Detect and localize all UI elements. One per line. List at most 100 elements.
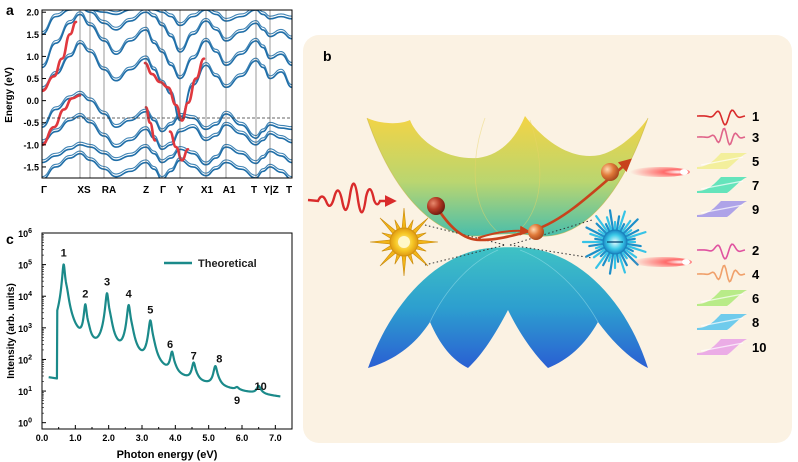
band-structure-x-ticks: Γ XS RA Z Γ Y X1 A1 T Y|Z T: [41, 185, 292, 196]
x-tick-label: Γ: [160, 185, 166, 196]
incident-laser-pulse: [307, 182, 397, 214]
blue-ray: [618, 249, 628, 267]
even-harmonic-legend: 2 4 6 8 10: [696, 243, 766, 355]
yellow-star-burst-icon: [369, 207, 439, 277]
harmonic-ribbon-sheen: [700, 180, 744, 190]
blue-ray: [620, 218, 639, 237]
band-line: [42, 10, 292, 50]
schematic-background: [303, 35, 792, 443]
y-tick-label: -1.0: [23, 140, 39, 150]
y-tick-label: 102: [18, 354, 32, 365]
legend-label: Theoretical: [198, 258, 257, 270]
band-line: [42, 90, 292, 137]
harmonic-wave: [696, 109, 746, 126]
harmonic-order-label: 2: [752, 243, 759, 258]
blue-ray: [608, 209, 615, 234]
peak-label: 3: [104, 277, 110, 289]
spectrum-x-axis-label: Photon energy (eV): [117, 449, 218, 461]
x-tick-label: 5.0: [202, 433, 215, 443]
electron-trajectory-arrow: [434, 158, 632, 242]
electron-ball-right: [601, 163, 619, 181]
harmonic-spectrum-panel: c Intensity (arb. units) Photon energy (…: [6, 228, 293, 461]
x-tick-label: A1: [223, 185, 236, 196]
highlighted-band-segment: [42, 94, 82, 147]
harmonic-ribbon-sheen: [700, 204, 744, 214]
peak-label: 6: [167, 339, 173, 351]
y-tick-label: -1.5: [23, 162, 39, 172]
y-tick-label: 0.5: [26, 74, 39, 84]
y-tick-label: 1.5: [26, 30, 39, 40]
highlighted-band-segment: [42, 20, 78, 93]
spectrum-y-ticks: 100 101 102 103 104 105 106: [18, 228, 46, 429]
harmonic-wave: [696, 243, 746, 260]
x-tick-label: 1.0: [69, 433, 82, 443]
band-structure-frame: [41, 9, 293, 179]
band-line: [44, 152, 290, 178]
spectrum-x-ticks: 0.0 1.0 2.0 3.0 4.0 5.0 6.0 7.0: [36, 425, 293, 443]
blue-ray: [622, 229, 640, 239]
peak-label: 4: [126, 289, 133, 301]
spectrum-legend: Theoretical: [164, 258, 257, 270]
blue-ray: [616, 210, 626, 234]
peak-label: 10: [255, 381, 267, 393]
x-tick-label: X1: [201, 185, 214, 196]
panel-a-label: a: [6, 2, 14, 18]
y-tick-label: 100: [18, 418, 32, 429]
band-line: [42, 93, 292, 140]
peak-label: 5: [147, 304, 153, 316]
blue-ray: [623, 231, 647, 241]
blue-ray: [595, 215, 611, 236]
y-tick-label: 106: [18, 228, 32, 239]
band-line: [42, 42, 292, 122]
harmonic-order-label: 3: [752, 130, 759, 145]
blue-ray: [621, 246, 638, 259]
blue-ray: [615, 215, 621, 234]
highlighted-bands: [42, 20, 206, 162]
blue-ray: [619, 219, 632, 236]
blue-ray: [589, 232, 607, 241]
blue-ray: [623, 242, 642, 248]
blue-ray: [605, 216, 614, 234]
blue-ray: [616, 250, 626, 274]
x-tick-label: T: [251, 185, 257, 196]
x-tick-label: Y|Z: [263, 185, 279, 196]
blue-ray: [588, 242, 607, 248]
band-line: [42, 150, 292, 178]
x-tick-label: 0.0: [36, 433, 49, 443]
band-line: [42, 115, 292, 151]
electron-intraband-arrow: [477, 225, 530, 239]
x-tick-label: 4.0: [169, 433, 182, 443]
x-tick-label: Z: [143, 185, 149, 196]
band-structure-y-axis-label: Energy (eV): [4, 67, 15, 123]
valence-band-surface: [368, 247, 648, 368]
band-line: [42, 13, 292, 80]
y-tick-label: 2.0: [26, 8, 39, 18]
x-tick-label: 6.0: [236, 433, 249, 443]
x-tick-label: 2.0: [102, 433, 115, 443]
y-tick-label: 105: [18, 260, 32, 271]
hhg-schematic-panel: b: [303, 35, 792, 443]
y-tick-label: 0.0: [26, 96, 39, 106]
highlighted-band-segment: [144, 105, 157, 142]
blue-ray: [585, 245, 608, 258]
spectrum-y-axis-label: Intensity (arb. units): [6, 283, 17, 379]
panel-b-label: b: [323, 48, 332, 64]
band-line: [42, 141, 292, 163]
high-symmetry-lines: [79, 10, 271, 178]
x-tick-label: XS: [77, 185, 91, 196]
peak-label: 9: [234, 395, 240, 407]
blue-ray: [608, 250, 615, 275]
band-lines: [42, 10, 292, 178]
y-tick-label: 1.0: [26, 52, 39, 62]
emission-flare-lower: [632, 257, 692, 267]
peak-labels: 1 2 3 4 5 6 7 8 9 10: [61, 248, 267, 407]
band-structure-y-ticks: -1.5 -1.0 -0.5 0.0 0.5 1.0 1.5 2.0: [23, 8, 46, 172]
harmonic-order-label: 7: [752, 178, 759, 193]
blue-ray: [592, 246, 609, 259]
x-tick-label: T: [286, 185, 292, 196]
conduction-band-ridge: [474, 117, 541, 235]
x-tick-label: RA: [102, 185, 116, 196]
blue-ray: [623, 243, 647, 253]
harmonic-wave: [696, 264, 746, 283]
